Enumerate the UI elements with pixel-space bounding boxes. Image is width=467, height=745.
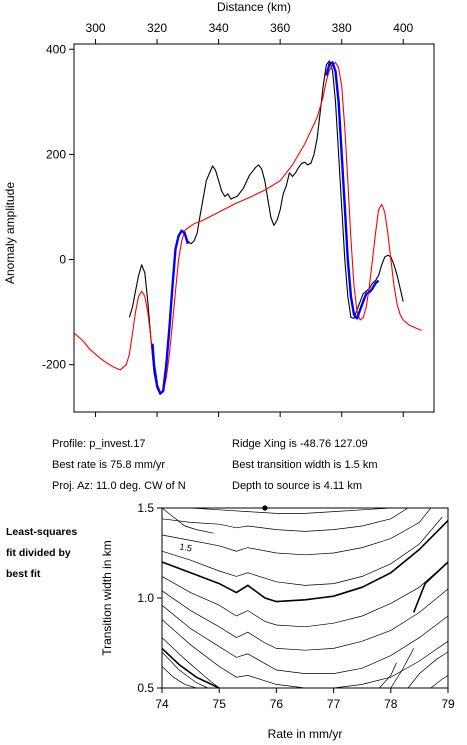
bottom-xlabel: Rate in mm/yr [268, 727, 343, 741]
bottom-ylabel: Transition width in km [100, 540, 114, 656]
contour-line-3 [161, 516, 443, 586]
contour-line-7 [161, 604, 449, 674]
side-note-line-2: fit divided by [6, 547, 71, 559]
side-note: Least-squares fit divided by best fit [6, 522, 77, 585]
width-text: Best transition width is 1.5 km [232, 459, 378, 471]
x-tick-label: 74 [155, 697, 169, 711]
x-tick-label: 78 [384, 697, 398, 711]
contour-label: 1.5 [179, 542, 193, 554]
profile-text: Profile: p_invest.17 [52, 438, 146, 450]
contour-line-15 [430, 675, 449, 689]
depth-text: Depth to source is 4.11 km [232, 480, 363, 492]
y-tick-label: 400 [46, 42, 66, 56]
x-tick-label: 75 [213, 697, 227, 711]
top-ylabel: Anomaly amplitude [3, 182, 17, 284]
y-tick-label: 1.5 [137, 501, 154, 515]
proj-text: Proj. Az: 11.0 deg. CW of N [52, 480, 186, 492]
y-tick-label: 1.0 [137, 591, 154, 605]
top-plot-frame [73, 43, 435, 413]
contour-line-4 [161, 520, 449, 603]
bottom-plot-frame [161, 507, 449, 689]
x-tick-label: 360 [270, 21, 290, 35]
ridge-text: Ridge Xing is -48.76 127.09 [232, 438, 368, 450]
y-tick-label: -200 [42, 358, 66, 372]
y-tick-label: 200 [46, 147, 66, 161]
x-tick-label: 400 [393, 21, 413, 35]
x-tick-label: 380 [332, 21, 352, 35]
x-tick-label: 320 [147, 21, 167, 35]
side-note-line-3: best fit [6, 568, 41, 580]
best-fit-point [262, 505, 268, 511]
series-line-2 [151, 229, 189, 395]
contour-line-5 [161, 561, 449, 628]
contour-line-0 [190, 507, 414, 514]
contour-line-11 [161, 666, 197, 689]
x-tick-label: 300 [86, 21, 106, 35]
contour-line-6 [161, 588, 449, 651]
contour-line-17 [379, 662, 397, 689]
contour-line-16 [161, 647, 220, 689]
contour-line-12 [161, 507, 214, 534]
contour-line-2 [161, 507, 432, 556]
contour-line-13 [390, 648, 415, 689]
contour-line-10 [161, 651, 208, 689]
x-tick-label: 77 [327, 697, 341, 711]
contour-line-9 [161, 637, 220, 689]
contour-line-8 [161, 619, 449, 689]
contour-line-14 [407, 651, 449, 689]
contour-line-18 [412, 561, 449, 613]
contour-line-1 [161, 507, 409, 532]
top-xlabel: Distance (km) [217, 0, 291, 14]
y-tick-label: 0 [59, 253, 66, 267]
rate-text: Best rate is 75.8 mm/yr [52, 459, 166, 471]
side-note-line-1: Least-squares [6, 526, 78, 538]
x-tick-label: 76 [270, 697, 284, 711]
series-line-1 [73, 61, 422, 395]
x-tick-label: 340 [209, 21, 229, 35]
x-tick-label: 79 [441, 697, 455, 711]
series-line-3 [325, 61, 380, 320]
y-tick-label: 0.5 [137, 681, 154, 695]
